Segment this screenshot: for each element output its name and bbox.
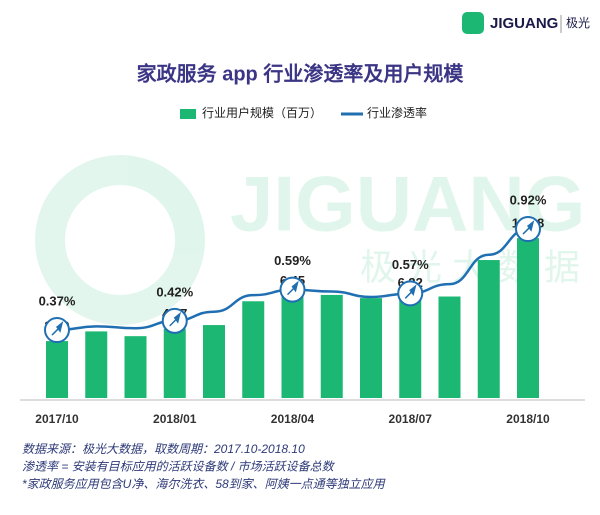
chart-title: 家政服务 app 行业渗透率及用户规模 [137, 61, 465, 85]
line-value-label: 0.37% [39, 293, 76, 308]
x-tick-label: 2017/10 [35, 412, 79, 426]
bar [85, 331, 108, 398]
bar [124, 336, 147, 398]
bar [360, 298, 382, 398]
legend-label: 行业渗透率 [367, 105, 427, 120]
bar [517, 238, 539, 398]
bar [320, 294, 343, 398]
bar [477, 260, 500, 398]
bar [438, 296, 461, 398]
line-value-label: 0.59% [274, 253, 311, 268]
marker-icon [286, 280, 299, 296]
watermark: JIGUANG 极 光 大 数 据 [35, 155, 585, 325]
logo-text: JIGUANG [490, 15, 558, 32]
logo-icon [462, 12, 484, 34]
x-tick-label: 2018/07 [389, 412, 433, 426]
logo-sub: 极光 [566, 16, 590, 30]
watermark-icon [35, 155, 205, 325]
footnote: 数据来源：极光大数据，取数周期：2017.10-2018.10 [22, 442, 305, 456]
bar [399, 297, 422, 398]
bar [203, 325, 225, 398]
line-value-label: 0.92% [510, 192, 547, 207]
x-tick-label: 2018/01 [153, 412, 197, 426]
line-value-label: 0.42% [156, 284, 193, 299]
bar [46, 341, 68, 398]
footnote: 渗透率 = 安装有目标应用的活跃设备数 / 市场活跃设备总数 [22, 460, 336, 474]
legend-label: 行业用户规模（百万） [202, 105, 322, 120]
marker-icon [51, 321, 64, 336]
bar [242, 301, 265, 398]
x-tick-label: 2018/04 [271, 412, 315, 426]
legend-swatch [180, 109, 196, 119]
logo: JIGUANG 极光 [462, 12, 590, 34]
x-tick-label: 2018/10 [506, 412, 550, 426]
footnote: *家政服务应用包含U净、海尔洗衣、58到家、阿姨一点通等独立应用 [22, 477, 386, 491]
marker-icon [522, 220, 535, 235]
marker-icon [169, 311, 182, 327]
line-value-label: 0.57% [392, 257, 429, 272]
bar [281, 295, 304, 398]
bar [163, 328, 186, 398]
marker-icon [404, 284, 417, 299]
